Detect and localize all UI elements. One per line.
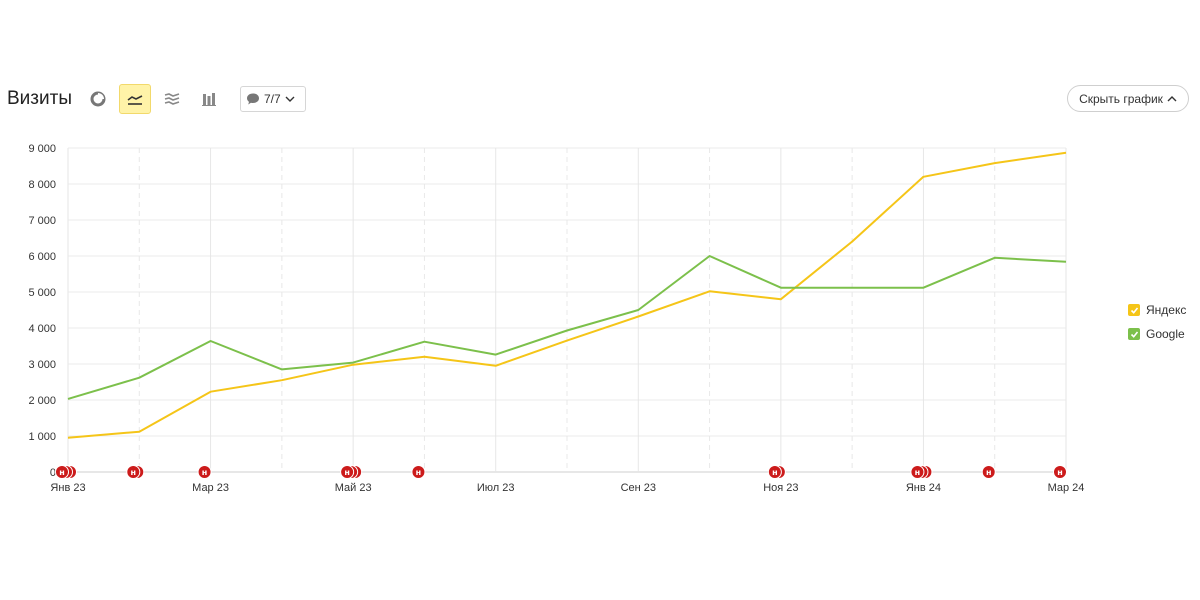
checkbox-icon <box>1128 328 1140 340</box>
data-point <box>994 162 996 164</box>
data-point <box>281 368 283 370</box>
note-marker-label: н <box>202 468 208 477</box>
y-tick-label: 2 000 <box>28 395 56 407</box>
note-marker <box>910 465 925 479</box>
y-tick-label: 0 <box>50 467 56 479</box>
data-point <box>352 361 354 363</box>
legend-item-google[interactable]: Google <box>1128 322 1186 346</box>
hide-chart-button[interactable]: Скрыть график <box>1067 85 1189 112</box>
legend-label-google: Google <box>1146 327 1185 341</box>
data-point <box>1065 151 1067 153</box>
data-point <box>138 430 140 432</box>
data-point <box>780 298 782 300</box>
data-point <box>495 365 497 367</box>
comment-icon <box>247 93 259 105</box>
legend-label-yandex: Яндекс <box>1146 303 1187 317</box>
notes-filter-value: 7/7 <box>264 92 281 106</box>
note-marker <box>126 465 141 479</box>
data-point <box>708 255 710 257</box>
chevron-up-icon <box>1167 95 1177 101</box>
data-point <box>851 286 853 288</box>
x-tick-label: Июл 23 <box>477 482 515 494</box>
data-point <box>352 364 354 366</box>
line-chart-button[interactable] <box>119 84 151 114</box>
note-marker-label: н <box>59 468 65 477</box>
x-tick-label: Ноя 23 <box>763 482 798 494</box>
note-marker-label: н <box>1057 468 1063 477</box>
data-point <box>423 340 425 342</box>
area-chart-button[interactable] <box>156 84 188 114</box>
data-point <box>423 356 425 358</box>
y-tick-label: 5 000 <box>28 287 56 299</box>
data-point <box>780 286 782 288</box>
note-marker <box>197 465 212 479</box>
stacked-area-icon <box>164 93 180 105</box>
x-tick-label: Янв 23 <box>50 482 85 494</box>
note-marker-label: н <box>915 468 921 477</box>
chevron-down-icon <box>285 96 295 102</box>
data-point <box>637 315 639 317</box>
note-marker-label: н <box>131 468 137 477</box>
legend-item-yandex[interactable]: Яндекс <box>1128 298 1186 322</box>
y-tick-label: 3 000 <box>28 359 56 371</box>
data-point <box>209 391 211 393</box>
y-tick-label: 7 000 <box>28 215 56 227</box>
note-marker-label: н <box>416 468 422 477</box>
data-point <box>138 376 140 378</box>
data-point <box>922 286 924 288</box>
data-point <box>566 329 568 331</box>
line-chart-icon <box>127 95 143 105</box>
y-tick-label: 8 000 <box>28 179 56 191</box>
data-point <box>994 257 996 259</box>
data-point <box>566 339 568 341</box>
notes-filter-dropdown[interactable]: 7/7 <box>240 86 306 112</box>
data-point <box>495 353 497 355</box>
series-line-yandex <box>67 151 1067 439</box>
data-point <box>67 398 69 400</box>
data-point <box>708 290 710 292</box>
pie-chart-button[interactable] <box>82 84 114 114</box>
note-marker <box>981 465 996 479</box>
note-marker-label: н <box>344 468 350 477</box>
data-point <box>1065 261 1067 263</box>
note-marker <box>340 465 355 479</box>
note-marker-label: н <box>986 468 992 477</box>
x-tick-label: Сен 23 <box>621 482 656 494</box>
x-tick-label: Янв 24 <box>906 482 941 494</box>
bar-chart-button[interactable] <box>193 84 225 114</box>
data-point <box>209 340 211 342</box>
y-tick-label: 1 000 <box>28 431 56 443</box>
chart-header: Визиты 7/7 <box>0 82 1200 118</box>
x-tick-label: Мар 24 <box>1048 482 1085 494</box>
y-tick-label: 6 000 <box>28 251 56 263</box>
x-tick-label: Май 23 <box>335 482 372 494</box>
checkbox-icon <box>1128 304 1140 316</box>
note-marker <box>767 465 782 479</box>
stacked-bar-icon <box>202 93 216 106</box>
data-point <box>637 309 639 311</box>
data-point <box>922 176 924 178</box>
y-tick-label: 9 000 <box>28 143 56 155</box>
chart-legend: Яндекс Google <box>1128 298 1186 346</box>
data-point <box>281 379 283 381</box>
y-tick-label: 4 000 <box>28 323 56 335</box>
visits-line-chart: 0 1 000 2 000 3 000 4 000 5 000 6 000 7 000 8 00… <box>28 143 1085 494</box>
series-line-google <box>67 255 1067 400</box>
data-point <box>67 437 69 439</box>
note-marker-label: н <box>772 468 778 477</box>
hide-chart-label: Скрыть график <box>1079 91 1163 106</box>
note-marker <box>1053 465 1067 479</box>
data-point <box>851 240 853 242</box>
pie-chart-icon <box>90 91 106 107</box>
note-marker <box>55 465 69 479</box>
note-marker <box>411 465 426 479</box>
chart-title: Визиты <box>7 88 72 109</box>
x-tick-label: Мар 23 <box>192 482 229 494</box>
